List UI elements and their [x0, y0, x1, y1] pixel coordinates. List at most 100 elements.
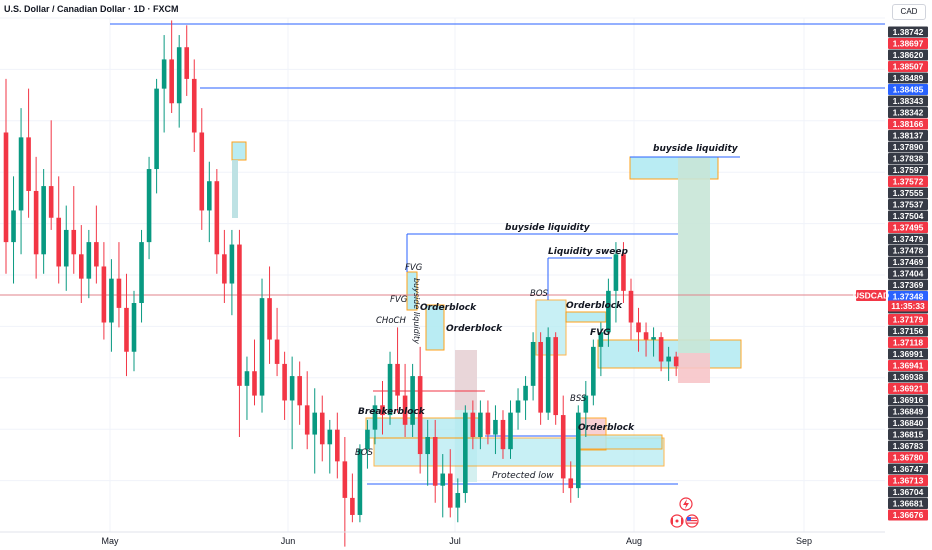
price-axis-label[interactable]: 1.37555 — [888, 187, 928, 199]
price-label-text: 1.36849 — [893, 407, 924, 417]
us-flag-stripe — [687, 520, 697, 522]
price-label-bg — [888, 222, 928, 233]
currency-badge[interactable]: CAD — [892, 4, 926, 20]
candle-body — [33, 190, 39, 255]
price-axis-label[interactable]: 1.37369 — [888, 279, 928, 291]
price-label-text: 1.37504 — [893, 211, 924, 221]
canada-flag-left-bar — [671, 518, 673, 524]
price-axis-label[interactable]: 1.36938 — [888, 371, 928, 383]
price-label-bg — [888, 360, 928, 371]
price-axis-label[interactable]: 1.36849 — [888, 406, 928, 417]
price-axis-label[interactable]: 1.36780 — [888, 452, 928, 463]
price-axis-label[interactable]: 1.38166 — [888, 118, 928, 130]
candle-body — [365, 429, 370, 450]
candle-body — [485, 412, 491, 435]
candle-body — [523, 385, 528, 401]
price-axis-label[interactable]: 1.38620 — [888, 49, 928, 61]
price-label-text: 1.38485 — [893, 85, 924, 95]
time-axis-label[interactable]: Sep — [796, 536, 812, 546]
price-axis-label[interactable]: 1.36941 — [888, 360, 928, 371]
price-axis-label[interactable]: 1.37156 — [888, 325, 928, 337]
price-axis-label[interactable]: 1.36921 — [888, 383, 928, 394]
us-flag-stripe — [687, 522, 697, 524]
price-axis-label[interactable]: 1.37838 — [888, 153, 928, 164]
orderblock-zone-jul-red — [455, 350, 477, 410]
price-label-text: 1.36938 — [893, 372, 924, 382]
candle-body — [297, 376, 302, 406]
price-label-bg — [888, 371, 928, 383]
us-flag-icon[interactable] — [685, 514, 699, 528]
price-axis-label[interactable]: 1.36747 — [888, 463, 928, 475]
price-axis-label[interactable]: 1.36916 — [888, 394, 928, 406]
time-axis-label[interactable]: Jun — [281, 536, 296, 546]
time-axis-label[interactable]: Aug — [626, 536, 642, 546]
price-axis-label[interactable]: 1.37890 — [888, 141, 928, 153]
time-axis-label[interactable]: Jul — [449, 536, 461, 546]
price-axis-label[interactable]: 1.37572 — [888, 176, 928, 187]
price-axis-label[interactable]: 1.37478 — [888, 245, 928, 256]
price-axis-label[interactable]: 1.37118 — [888, 337, 928, 348]
lightning-icon[interactable] — [679, 497, 693, 511]
candle-body — [425, 436, 430, 455]
price-axis-label[interactable]: 1.38485 — [888, 84, 928, 95]
price-axis-label[interactable]: 1.37537 — [888, 199, 928, 210]
price-label-text: 1.36921 — [893, 384, 924, 394]
candle-body — [380, 405, 385, 416]
candle-body — [432, 436, 438, 486]
price-label-bg — [888, 383, 928, 394]
candle-body — [493, 419, 498, 435]
price-axis-label[interactable]: 1.37404 — [888, 268, 928, 279]
price-label-text: 1.37348 — [893, 292, 924, 302]
symbol-title[interactable]: U.S. Dollar / Canadian Dollar · 1D · FXC… — [4, 4, 179, 14]
price-label-bg — [888, 187, 928, 199]
price-axis-label[interactable]: 1.36783 — [888, 440, 928, 452]
time-axis[interactable]: May Jun Jul Aug Sep — [0, 531, 885, 546]
price-axis-label[interactable]: 1.38507 — [888, 61, 928, 72]
canada-flag-icon[interactable] — [670, 514, 684, 528]
price-axis-label[interactable]: 1.38343 — [888, 95, 928, 107]
price-axis-label[interactable]: 1.37348 — [888, 291, 928, 302]
price-axis-label[interactable]: 1.37495 — [888, 222, 928, 233]
candle-body — [643, 332, 649, 340]
price-axis-label[interactable]: 1.38742 — [888, 26, 928, 38]
price-label-bg — [888, 440, 928, 452]
candle-body — [252, 371, 257, 396]
label-buyside-liquidity-vertical: buyside liquidity — [412, 278, 421, 344]
label-orderblock-jul-2: Orderblock — [446, 324, 503, 334]
canada-flag-right-bar — [681, 518, 683, 524]
time-axis-label[interactable]: May — [101, 536, 119, 546]
candle-body — [440, 473, 446, 486]
price-axis-label[interactable]: 1.37479 — [888, 233, 928, 245]
price-axis-label[interactable]: 1.37179 — [888, 314, 928, 325]
price-axis-label[interactable]: 1.38697 — [888, 38, 928, 49]
price-axis-label[interactable]: 1.36704 — [888, 486, 928, 498]
price-label-text: 1.37537 — [893, 200, 924, 210]
candle-body — [229, 244, 235, 284]
price-label-text: 1.36747 — [893, 464, 924, 474]
price-axis-label[interactable]: 1.37597 — [888, 164, 928, 176]
price-axis-label[interactable]: 1.38342 — [888, 107, 928, 118]
candle-body — [651, 337, 656, 340]
candle-body — [402, 395, 408, 425]
price-label-bg — [888, 199, 928, 210]
price-axis-label[interactable]: 1.36676 — [888, 509, 928, 521]
candle-body — [387, 363, 393, 416]
price-label-bg — [888, 406, 928, 417]
price-label-bg — [888, 153, 928, 164]
price-axis-label[interactable]: 1.37504 — [888, 210, 928, 222]
price-axis-label[interactable]: 1.38137 — [888, 130, 928, 141]
candle-body — [455, 493, 461, 508]
price-label-text: 1.37890 — [893, 142, 924, 152]
price-axis-label[interactable]: 1.38489 — [888, 72, 928, 84]
price-axis-label[interactable]: 1.36681 — [888, 498, 928, 509]
price-axis-label[interactable]: 1.36713 — [888, 475, 928, 486]
candle-body — [71, 229, 77, 255]
price-axis-label[interactable]: 1.36840 — [888, 417, 928, 429]
price-axis-label[interactable]: 1.36991 — [888, 348, 928, 360]
price-axis-label[interactable]: 1.36815 — [888, 429, 928, 440]
price-label-bg — [888, 452, 928, 463]
price-axis-label[interactable]: 1.37469 — [888, 256, 928, 268]
